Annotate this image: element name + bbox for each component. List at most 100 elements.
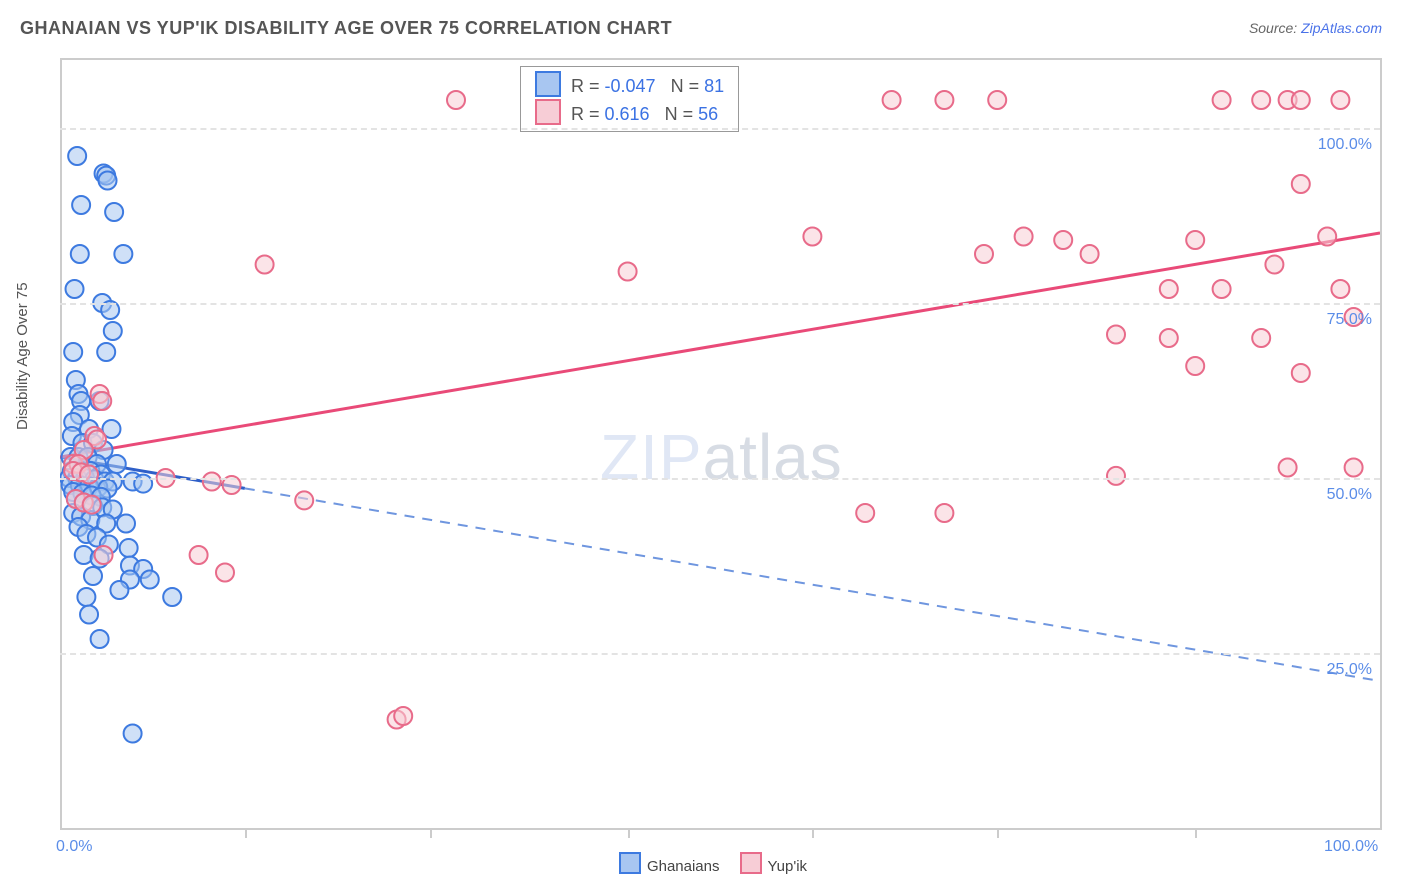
data-point-yupik (1265, 256, 1283, 274)
data-point-yupik (935, 91, 953, 109)
data-point-yupik (256, 256, 274, 274)
source-link[interactable]: ZipAtlas.com (1301, 20, 1382, 36)
data-point-yupik (93, 392, 111, 410)
data-point-yupik (1015, 228, 1033, 246)
data-point-yupik (1081, 245, 1099, 263)
data-point-yupik (1107, 467, 1125, 485)
stats-swatch (535, 99, 561, 125)
data-point-yupik (1292, 175, 1310, 193)
y-tick-label: 50.0% (1327, 486, 1372, 504)
data-point-ghanaians (120, 539, 138, 557)
y-tick-label: 25.0% (1327, 661, 1372, 679)
data-point-yupik (619, 263, 637, 281)
x-tick-mark (812, 828, 814, 838)
stats-row: R = -0.047 N = 81 (535, 71, 724, 99)
data-point-ghanaians (99, 172, 117, 190)
data-point-ghanaians (117, 515, 135, 533)
data-point-yupik (975, 245, 993, 263)
stats-R: -0.047 (605, 76, 656, 96)
data-point-yupik (83, 496, 101, 514)
data-point-ghanaians (91, 630, 109, 648)
data-point-yupik (935, 504, 953, 522)
gridline-h (60, 478, 1380, 480)
data-point-yupik (1292, 364, 1310, 382)
data-point-yupik (1252, 91, 1270, 109)
legend-label: Yup'ik (768, 858, 808, 875)
data-point-yupik (95, 546, 113, 564)
data-point-yupik (1160, 280, 1178, 298)
data-point-yupik (1160, 329, 1178, 347)
data-point-ghanaians (64, 343, 82, 361)
y-axis-label: Disability Age Over 75 (14, 282, 31, 430)
data-point-yupik (1331, 280, 1349, 298)
data-point-yupik (1054, 231, 1072, 249)
data-point-ghanaians (77, 588, 95, 606)
plot-panel-right-border (1380, 58, 1382, 828)
x-tick-mark (430, 828, 432, 838)
x-tick-mark (997, 828, 999, 838)
legend-item-yupik: Yup'ik (720, 858, 808, 875)
data-point-yupik (203, 473, 221, 491)
gridline-h (60, 303, 1380, 305)
data-point-ghanaians (114, 245, 132, 263)
data-point-yupik (1186, 231, 1204, 249)
gridline-h (60, 128, 1380, 130)
y-tick-label: 75.0% (1327, 311, 1372, 329)
data-point-yupik (883, 91, 901, 109)
data-point-ghanaians (68, 147, 86, 165)
data-point-yupik (394, 707, 412, 725)
stats-R: 0.616 (605, 104, 650, 124)
data-point-ghanaians (110, 581, 128, 599)
data-point-yupik (1186, 357, 1204, 375)
source-prefix: Source: (1249, 20, 1301, 36)
gridline-h (60, 653, 1380, 655)
data-point-ghanaians (84, 567, 102, 585)
x-tick-label: 0.0% (56, 838, 92, 856)
legend-swatch (740, 852, 762, 874)
stats-row: R = 0.616 N = 56 (535, 99, 724, 127)
data-point-ghanaians (124, 725, 142, 743)
data-point-ghanaians (108, 455, 126, 473)
x-tick-mark (628, 828, 630, 838)
data-point-yupik (216, 564, 234, 582)
data-point-ghanaians (141, 571, 159, 589)
data-point-yupik (1318, 228, 1336, 246)
data-point-ghanaians (71, 245, 89, 263)
x-tick-mark (245, 828, 247, 838)
data-point-yupik (803, 228, 821, 246)
data-point-yupik (295, 491, 313, 509)
stats-swatch (535, 71, 561, 97)
data-point-yupik (80, 466, 98, 484)
legend-swatch (619, 852, 641, 874)
stats-N: 56 (698, 104, 718, 124)
watermark: ZIPatlas (600, 420, 843, 494)
source-attribution: Source: ZipAtlas.com (1249, 20, 1382, 36)
x-tick-label: 100.0% (1324, 838, 1378, 856)
series-legend: Ghanaians Yup'ik (0, 852, 1406, 875)
data-point-ghanaians (80, 606, 98, 624)
data-point-yupik (1252, 329, 1270, 347)
legend-label: Ghanaians (647, 858, 720, 875)
data-point-yupik (1107, 326, 1125, 344)
x-tick-mark (1195, 828, 1197, 838)
data-point-yupik (1279, 459, 1297, 477)
data-point-ghanaians (66, 280, 84, 298)
data-point-yupik (1331, 91, 1349, 109)
data-point-ghanaians (97, 343, 115, 361)
stats-N: 81 (704, 76, 724, 96)
data-point-ghanaians (163, 588, 181, 606)
data-point-yupik (856, 504, 874, 522)
y-tick-label: 100.0% (1318, 136, 1372, 154)
correlation-stats-box: R = -0.047 N = 81R = 0.616 N = 56 (520, 66, 739, 132)
data-point-yupik (988, 91, 1006, 109)
data-point-ghanaians (72, 196, 90, 214)
data-point-ghanaians (105, 203, 123, 221)
data-point-yupik (1213, 280, 1231, 298)
data-point-ghanaians (104, 322, 122, 340)
legend-item-ghanaians: Ghanaians (599, 858, 720, 875)
data-point-yupik (1345, 459, 1363, 477)
chart-title: GHANAIAN VS YUP'IK DISABILITY AGE OVER 7… (20, 18, 672, 39)
data-point-yupik (1213, 91, 1231, 109)
data-point-yupik (447, 91, 465, 109)
data-point-yupik (1292, 91, 1310, 109)
